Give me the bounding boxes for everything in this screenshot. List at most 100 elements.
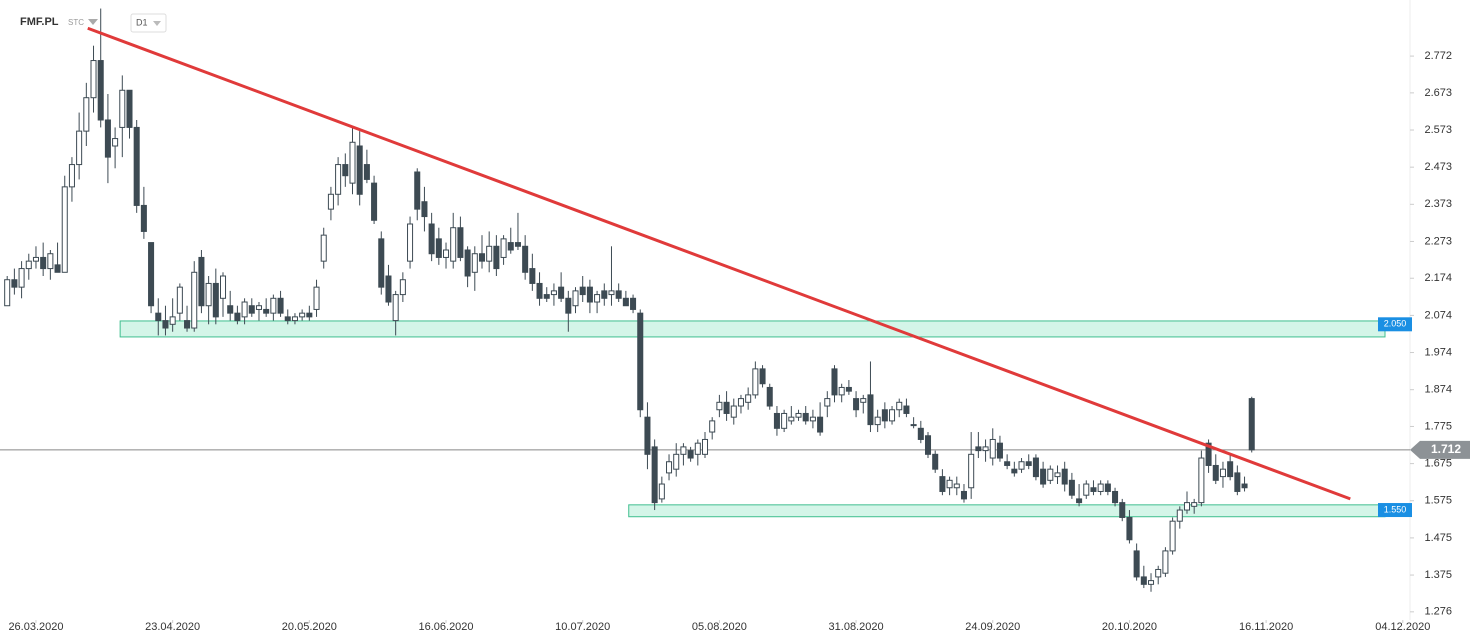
candle-body — [270, 297, 277, 314]
candle-body — [831, 368, 838, 396]
candle-body — [320, 234, 327, 262]
candle-body — [594, 294, 601, 303]
y-tick-label: 1.775 — [1424, 420, 1452, 432]
candle-body — [104, 119, 111, 158]
candle-body — [644, 416, 651, 455]
candle-body — [363, 164, 370, 180]
candle-body — [1025, 461, 1032, 466]
candle-body — [155, 312, 162, 322]
candle-body — [666, 461, 673, 474]
candle-body — [1205, 442, 1212, 466]
candle-body — [47, 253, 54, 270]
x-tick-label: 16.11.2020 — [1239, 621, 1293, 633]
candle-body — [982, 446, 989, 452]
candle-body — [1097, 483, 1104, 492]
interval[interactable]: D1 — [136, 17, 148, 27]
candle-body — [845, 386, 852, 392]
candle-body — [824, 398, 831, 407]
trendline — [87, 26, 1351, 501]
candle-body — [737, 398, 744, 407]
candle-body — [414, 171, 421, 210]
candle-body — [514, 242, 521, 247]
candle-body — [932, 453, 939, 470]
candle-body — [385, 275, 392, 303]
candle-body — [1155, 568, 1162, 578]
interval-box[interactable] — [130, 13, 167, 33]
candle-body — [306, 312, 313, 318]
candle-body — [723, 401, 730, 414]
candle-body — [1011, 468, 1018, 474]
candle-body — [889, 409, 896, 422]
candle-body — [522, 245, 529, 273]
candle-body — [745, 394, 752, 403]
candle-body — [248, 305, 255, 314]
x-tick-label: 05.08.2020 — [692, 621, 747, 633]
candle-body — [601, 290, 608, 299]
candle-body — [586, 286, 593, 303]
candle-body — [198, 256, 205, 307]
candle-body — [881, 409, 888, 422]
mode-arrow[interactable] — [88, 19, 98, 25]
candle-body — [1112, 490, 1119, 504]
mode[interactable]: STC — [68, 18, 84, 27]
candle-body — [543, 294, 550, 299]
candle-body — [651, 446, 658, 504]
candle-body — [40, 256, 47, 270]
candle-body — [759, 368, 766, 385]
candle-body — [97, 60, 104, 121]
y-tick-label: 1.276 — [1424, 606, 1452, 618]
candle-body — [162, 320, 169, 329]
candle-body — [752, 368, 759, 396]
symbol: FMF.PL — [20, 16, 59, 28]
candle-body — [960, 490, 967, 500]
candle-body — [443, 249, 450, 258]
candle-body — [687, 450, 694, 459]
candle-body — [507, 242, 514, 251]
candle-body — [910, 424, 917, 427]
x-tick-label: 23.04.2020 — [145, 621, 200, 633]
candle-body — [788, 416, 795, 422]
candle-body — [536, 282, 543, 299]
zone-label-box — [1378, 503, 1412, 518]
candle-body — [1032, 457, 1039, 478]
candle-body — [781, 412, 788, 429]
candle-body — [1119, 502, 1126, 518]
candle-body — [860, 398, 867, 403]
candle-body — [1219, 468, 1226, 478]
candle-body — [529, 268, 536, 284]
candle-body — [464, 249, 471, 277]
x-tick-label: 31.08.2020 — [829, 621, 884, 633]
candle-body — [953, 483, 960, 489]
candle-body — [996, 442, 1003, 459]
candle-body — [428, 223, 435, 255]
candle-body — [1248, 398, 1255, 451]
candle-body — [1191, 502, 1198, 507]
candle-body — [1054, 472, 1061, 478]
candle-body — [565, 297, 572, 314]
candle-body — [975, 446, 982, 452]
candle-body — [378, 238, 385, 288]
candle-body — [1183, 502, 1191, 511]
candle-body — [1148, 580, 1155, 585]
candle-body — [766, 386, 773, 407]
interval-arrow[interactable] — [153, 21, 161, 26]
y-tick-label: 1.375 — [1424, 569, 1452, 581]
candle-body — [630, 297, 637, 310]
candle-body — [680, 446, 687, 455]
candle-body — [867, 394, 874, 426]
candle-body — [1212, 464, 1219, 481]
x-tick-label: 26.03.2020 — [8, 621, 63, 633]
candle-body — [399, 279, 406, 296]
candle-body — [493, 245, 500, 270]
candle-body — [61, 186, 68, 273]
candle-body — [622, 297, 629, 307]
candle-body — [1104, 483, 1111, 492]
candle-body — [119, 89, 126, 128]
candle-body — [83, 97, 90, 132]
candle-body — [90, 60, 97, 99]
x-tick-label: 16.06.2020 — [418, 621, 473, 633]
candle-body — [371, 182, 378, 221]
candle-body — [176, 286, 183, 314]
